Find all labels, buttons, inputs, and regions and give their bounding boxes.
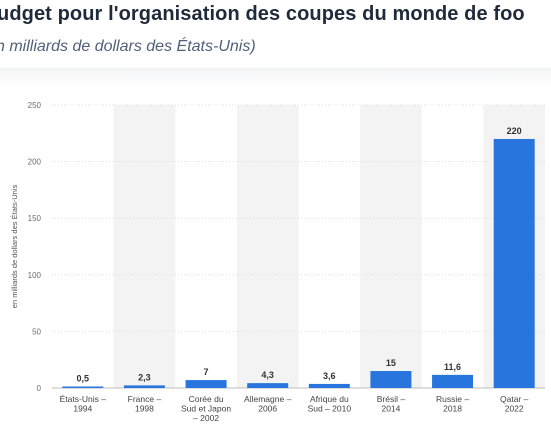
y-tick-label: 200 <box>28 158 42 167</box>
chart-title: udget pour l'organisation des coupes du … <box>0 3 525 25</box>
x-category-label: France –1998 <box>128 394 162 414</box>
y-tick-label: 0 <box>37 384 42 393</box>
bar <box>308 383 350 388</box>
bar <box>185 380 227 388</box>
chart-subtitle: n milliards de dollars des États-Unis) <box>0 38 256 55</box>
bar <box>432 374 474 388</box>
x-category-label: Brésil –2014 <box>377 394 406 414</box>
x-category-label: Corée du Sud et Japon – 2002 <box>181 394 231 423</box>
data-label: 0,5 <box>77 374 90 384</box>
data-label: 11,6 <box>444 362 461 372</box>
y-tick-label: 250 <box>28 101 42 110</box>
data-label: 2,3 <box>138 372 151 382</box>
y-axis-label: en milliards de dollars des États-Unis <box>10 185 19 309</box>
category-band <box>236 105 299 388</box>
x-category-label: Allemagne –2006 <box>244 394 292 414</box>
y-tick-label: 100 <box>28 271 42 280</box>
data-label: 15 <box>386 358 396 368</box>
bar <box>247 383 289 388</box>
x-category-label: Russie –2018 <box>436 394 469 414</box>
data-label: 3,6 <box>323 371 336 381</box>
x-category-label: Afrique du Sud – 2010 <box>308 394 352 414</box>
x-category-label: États-Unis –1994 <box>60 394 107 414</box>
bar <box>123 385 165 388</box>
bar <box>370 371 412 388</box>
bar <box>62 386 104 388</box>
x-category-label: Qatar –2022 <box>500 394 529 414</box>
bar <box>493 138 535 388</box>
category-band <box>113 105 176 388</box>
data-label: 4,3 <box>261 370 274 380</box>
header-divider-shade <box>0 68 551 86</box>
y-tick-label: 50 <box>32 327 41 336</box>
category-band <box>360 105 422 388</box>
data-label: 220 <box>507 126 522 136</box>
y-tick-label: 150 <box>28 214 42 223</box>
data-label: 7 <box>204 367 209 377</box>
